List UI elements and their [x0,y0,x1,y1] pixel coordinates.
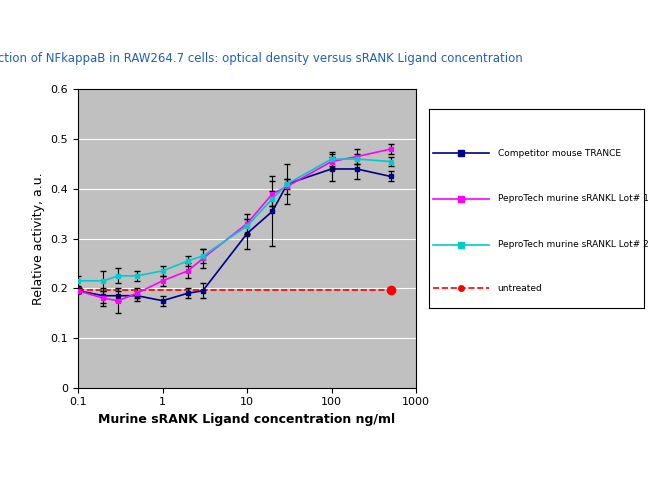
Text: Competitor mouse TRANCE: Competitor mouse TRANCE [498,149,621,158]
Text: PeproTech murine sRANKL Lot# 2: PeproTech murine sRANKL Lot# 2 [498,240,649,249]
Text: PeproTech murine sRANKL Lot# 1: PeproTech murine sRANKL Lot# 1 [498,194,649,203]
Text: Induction of NFkappaB in RAW264.7 cells: optical density versus sRANK Ligand con: Induction of NFkappaB in RAW264.7 cells:… [0,52,523,65]
X-axis label: Murine sRANK Ligand concentration ng/ml: Murine sRANK Ligand concentration ng/ml [98,413,396,426]
Y-axis label: Relative activity, a.u.: Relative activity, a.u. [32,172,45,305]
Line: untreated: untreated [74,286,395,294]
untreated [387,287,395,293]
Text: untreated: untreated [498,284,542,293]
untreated [74,287,82,293]
